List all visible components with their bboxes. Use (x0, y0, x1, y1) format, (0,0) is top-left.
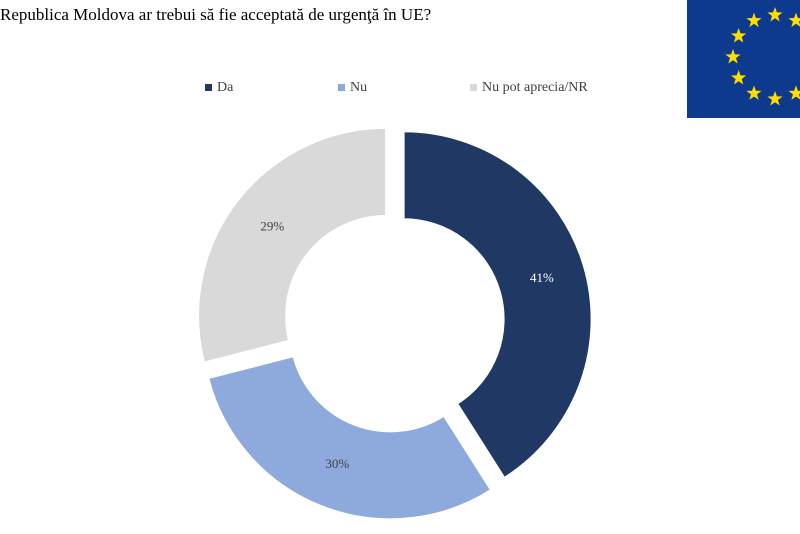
legend-label: Nu (350, 80, 367, 95)
chart-title: Republica Moldova ar trebui să fie accep… (0, 5, 431, 24)
legend-swatch (470, 84, 477, 91)
flag-star (731, 28, 747, 43)
donut-slice (197, 126, 388, 364)
legend-swatch (205, 84, 212, 91)
flag-star (746, 85, 762, 100)
flag-star (731, 70, 747, 85)
flag-star (788, 12, 800, 28)
eu-flag (687, 0, 800, 118)
legend-label: Nu pot aprecia/NR (482, 80, 588, 95)
donut-slice (207, 354, 493, 521)
legend-swatch (338, 84, 345, 91)
data-label: 30% (325, 456, 349, 471)
data-label: 41% (530, 270, 554, 285)
flag-star (788, 85, 800, 100)
flag-star (725, 49, 741, 64)
flag-star (746, 12, 762, 28)
donut-slice (402, 130, 593, 480)
flag-star (767, 91, 783, 106)
flag-star (767, 7, 783, 22)
data-label: 29% (260, 219, 284, 234)
legend-label: Da (217, 80, 234, 95)
